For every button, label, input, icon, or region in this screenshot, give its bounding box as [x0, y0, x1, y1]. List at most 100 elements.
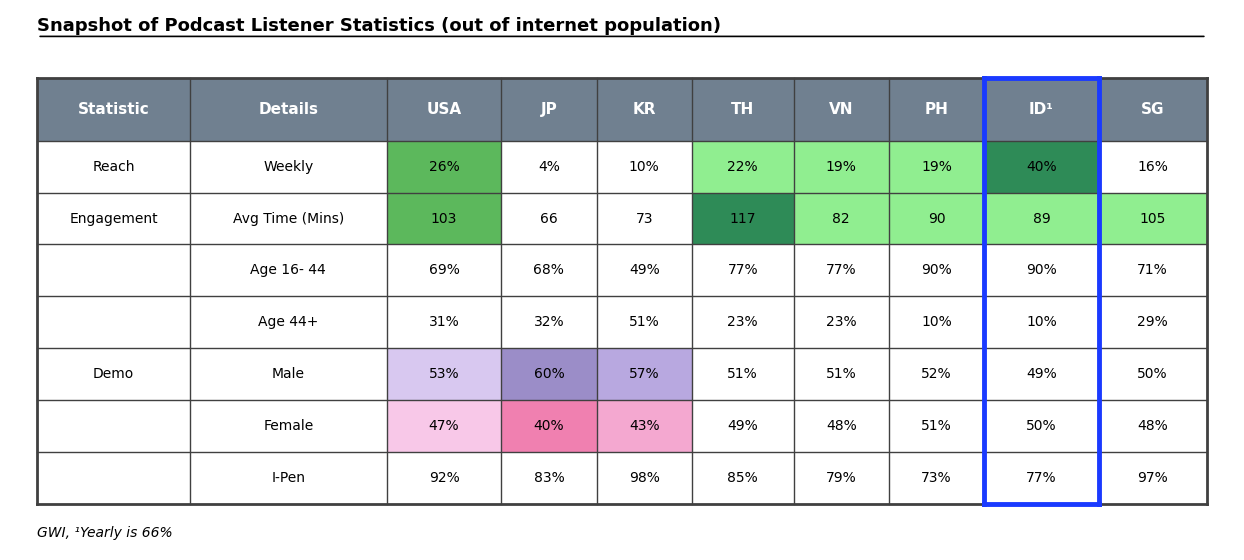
- FancyBboxPatch shape: [692, 348, 794, 400]
- FancyBboxPatch shape: [190, 400, 387, 452]
- Text: 48%: 48%: [1137, 419, 1168, 433]
- Text: Male: Male: [272, 367, 305, 381]
- FancyBboxPatch shape: [889, 78, 984, 141]
- FancyBboxPatch shape: [794, 245, 889, 296]
- Text: 79%: 79%: [826, 471, 857, 485]
- FancyBboxPatch shape: [501, 400, 597, 452]
- Text: 82: 82: [832, 212, 850, 226]
- FancyBboxPatch shape: [501, 141, 597, 193]
- FancyBboxPatch shape: [597, 245, 692, 296]
- Text: TH: TH: [731, 102, 754, 117]
- FancyBboxPatch shape: [501, 348, 597, 400]
- FancyBboxPatch shape: [794, 452, 889, 504]
- FancyBboxPatch shape: [692, 78, 794, 141]
- FancyBboxPatch shape: [501, 452, 597, 504]
- FancyBboxPatch shape: [794, 296, 889, 348]
- Text: GWI, ¹Yearly is 66%: GWI, ¹Yearly is 66%: [37, 526, 173, 540]
- Text: 43%: 43%: [629, 419, 659, 433]
- Text: 29%: 29%: [1137, 315, 1168, 329]
- FancyBboxPatch shape: [387, 193, 501, 245]
- FancyBboxPatch shape: [1098, 141, 1207, 193]
- Text: 71%: 71%: [1137, 263, 1168, 277]
- Text: 105: 105: [1140, 212, 1166, 226]
- FancyBboxPatch shape: [984, 348, 1098, 400]
- Text: 77%: 77%: [1026, 471, 1056, 485]
- Text: 47%: 47%: [429, 419, 459, 433]
- Text: 51%: 51%: [922, 419, 952, 433]
- FancyBboxPatch shape: [37, 245, 190, 504]
- FancyBboxPatch shape: [692, 452, 794, 504]
- FancyBboxPatch shape: [501, 193, 597, 245]
- Text: 50%: 50%: [1137, 367, 1168, 381]
- FancyBboxPatch shape: [889, 193, 984, 245]
- Text: Reach: Reach: [92, 160, 134, 174]
- FancyBboxPatch shape: [501, 78, 597, 141]
- FancyBboxPatch shape: [1098, 348, 1207, 400]
- FancyBboxPatch shape: [37, 78, 190, 141]
- FancyBboxPatch shape: [984, 400, 1098, 452]
- Text: 51%: 51%: [728, 367, 758, 381]
- Text: 117: 117: [729, 212, 756, 226]
- Text: Female: Female: [264, 419, 313, 433]
- FancyBboxPatch shape: [190, 452, 387, 504]
- FancyBboxPatch shape: [794, 400, 889, 452]
- FancyBboxPatch shape: [387, 296, 501, 348]
- Text: 16%: 16%: [1137, 160, 1168, 174]
- Text: 60%: 60%: [534, 367, 565, 381]
- Text: 4%: 4%: [537, 160, 560, 174]
- Text: PH: PH: [924, 102, 948, 117]
- FancyBboxPatch shape: [387, 348, 501, 400]
- Text: 53%: 53%: [429, 367, 459, 381]
- FancyBboxPatch shape: [190, 348, 387, 400]
- Text: 68%: 68%: [534, 263, 565, 277]
- FancyBboxPatch shape: [387, 400, 501, 452]
- Text: VN: VN: [829, 102, 853, 117]
- Text: Age 16- 44: Age 16- 44: [250, 263, 326, 277]
- FancyBboxPatch shape: [692, 193, 794, 245]
- FancyBboxPatch shape: [984, 296, 1098, 348]
- Text: ID¹: ID¹: [1029, 102, 1054, 117]
- Text: JP: JP: [541, 102, 557, 117]
- Text: Details: Details: [259, 102, 318, 117]
- FancyBboxPatch shape: [1098, 78, 1207, 141]
- Text: 98%: 98%: [628, 471, 659, 485]
- Text: KR: KR: [632, 102, 656, 117]
- FancyBboxPatch shape: [984, 452, 1098, 504]
- Text: 10%: 10%: [922, 315, 952, 329]
- FancyBboxPatch shape: [692, 296, 794, 348]
- FancyBboxPatch shape: [387, 452, 501, 504]
- FancyBboxPatch shape: [387, 78, 501, 141]
- Text: Statistic: Statistic: [77, 102, 149, 117]
- Text: Weekly: Weekly: [264, 160, 313, 174]
- FancyBboxPatch shape: [597, 296, 692, 348]
- Text: 90%: 90%: [922, 263, 952, 277]
- FancyBboxPatch shape: [190, 193, 387, 245]
- Text: 90: 90: [928, 212, 945, 226]
- FancyBboxPatch shape: [794, 141, 889, 193]
- Text: 49%: 49%: [1026, 367, 1057, 381]
- FancyBboxPatch shape: [984, 193, 1098, 245]
- Text: 10%: 10%: [1026, 315, 1057, 329]
- FancyBboxPatch shape: [1098, 452, 1207, 504]
- Text: Snapshot of Podcast Listener Statistics (out of internet population): Snapshot of Podcast Listener Statistics …: [37, 17, 722, 35]
- Text: Age 44+: Age 44+: [259, 315, 318, 329]
- Text: 51%: 51%: [826, 367, 857, 381]
- Text: 77%: 77%: [826, 263, 857, 277]
- Text: 48%: 48%: [826, 419, 857, 433]
- FancyBboxPatch shape: [37, 193, 190, 245]
- FancyBboxPatch shape: [387, 245, 501, 296]
- Text: Avg Time (Mins): Avg Time (Mins): [233, 212, 345, 226]
- Text: 73%: 73%: [922, 471, 952, 485]
- FancyBboxPatch shape: [889, 296, 984, 348]
- Text: 85%: 85%: [728, 471, 758, 485]
- FancyBboxPatch shape: [1098, 400, 1207, 452]
- FancyBboxPatch shape: [190, 245, 387, 296]
- FancyBboxPatch shape: [794, 78, 889, 141]
- Text: 10%: 10%: [629, 160, 659, 174]
- FancyBboxPatch shape: [190, 296, 387, 348]
- FancyBboxPatch shape: [190, 141, 387, 193]
- FancyBboxPatch shape: [597, 78, 692, 141]
- FancyBboxPatch shape: [597, 141, 692, 193]
- Text: 77%: 77%: [728, 263, 758, 277]
- Text: 31%: 31%: [429, 315, 459, 329]
